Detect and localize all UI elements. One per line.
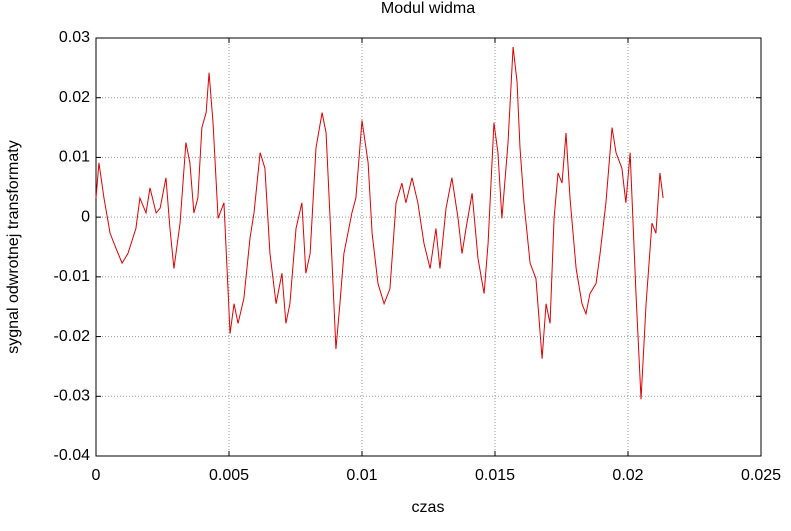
y-tick-label: 0 (81, 208, 90, 225)
plot-frame (95, 37, 762, 457)
y-tick-label: 0.03 (59, 29, 90, 46)
y-tick-label: -0.02 (54, 328, 91, 345)
x-tick-label: 0.025 (741, 467, 781, 484)
chart-title: Modul widma (381, 0, 475, 17)
x-tick-label: 0 (92, 467, 101, 484)
y-tick-label: -0.03 (54, 388, 91, 405)
x-axis-label: czas (412, 499, 445, 516)
x-tick-label: 0.01 (346, 467, 377, 484)
y-tick-label: 0.02 (59, 89, 90, 106)
x-tick-label: 0.02 (612, 467, 643, 484)
y-tick-label: -0.04 (54, 447, 91, 464)
x-tick-label: 0.015 (475, 467, 515, 484)
data-line (95, 46, 664, 400)
y-tick-label: 0.01 (59, 149, 90, 166)
y-axis-label: sygnal odwrotnej transformaty (5, 140, 22, 353)
y-tick-label: -0.01 (54, 268, 91, 285)
x-tick-label: 0.005 (209, 467, 249, 484)
